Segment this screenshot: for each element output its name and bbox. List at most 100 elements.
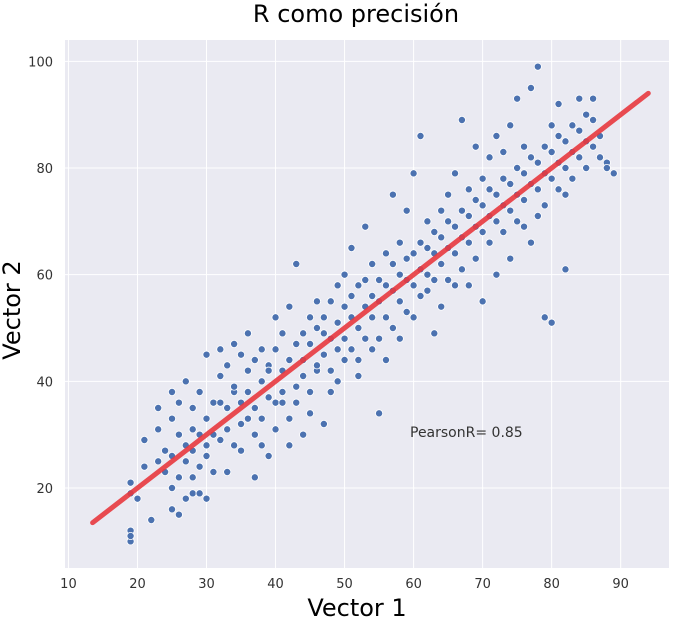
data-point [133,494,142,503]
data-point [540,142,549,151]
data-point [533,211,542,220]
data-point [554,185,563,194]
data-point [547,174,556,183]
data-point [167,483,176,492]
data-point [520,195,529,204]
data-point [526,84,535,93]
data-point [250,473,259,482]
data-point [582,110,591,119]
data-point [547,318,556,327]
data-point [250,430,259,439]
data-point [381,355,390,364]
data-point [326,366,335,375]
data-point [202,494,211,503]
data-point [492,131,501,140]
data-point [526,238,535,247]
data-point [540,201,549,210]
data-point [388,323,397,332]
data-point [271,425,280,434]
data-point [457,116,466,125]
data-point [492,217,501,226]
data-point [195,387,204,396]
data-point [319,329,328,338]
data-point [589,116,598,125]
data-point [264,451,273,460]
data-point [354,371,363,380]
data-point [188,403,197,412]
data-point [347,345,356,354]
y-tick-label: 100 [28,55,53,70]
data-point [437,259,446,268]
y-axis-label: Vector 2 [0,260,26,359]
data-point [513,163,522,172]
data-point [278,398,287,407]
data-point [347,243,356,252]
data-point [554,100,563,109]
data-point [368,259,377,268]
data-point [306,313,315,322]
data-point [464,238,473,247]
data-point [257,441,266,450]
data-point [174,398,183,407]
data-point [319,419,328,428]
data-point [444,275,453,284]
data-point [430,227,439,236]
data-point [278,329,287,338]
data-point [547,147,556,156]
data-point [354,281,363,290]
data-point [471,195,480,204]
data-point [306,387,315,396]
data-point [513,94,522,103]
data-point [561,265,570,274]
data-point [575,126,584,135]
data-point [430,329,439,338]
data-point [271,345,280,354]
x-tick-label: 50 [336,577,353,592]
data-point [437,206,446,215]
data-point [167,387,176,396]
data-point [423,286,432,295]
data-point [375,334,384,343]
data-point [216,398,225,407]
data-point [264,393,273,402]
data-point [326,297,335,306]
data-point [126,478,135,487]
data-point [409,169,418,178]
data-point [243,366,252,375]
data-point [292,398,301,407]
data-point [140,435,149,444]
data-point [223,467,232,476]
x-tick-label: 40 [267,577,284,592]
data-point [464,185,473,194]
data-point [423,270,432,279]
data-point [499,147,508,156]
data-point [595,153,604,162]
pearson-annotation: PearsonR= 0.85 [410,425,523,441]
data-point [223,425,232,434]
data-point [547,121,556,130]
data-point [575,153,584,162]
data-point [195,462,204,471]
data-point [237,446,246,455]
data-point [237,350,246,359]
data-point [471,254,480,263]
data-point [154,403,163,412]
data-point [478,174,487,183]
data-point [451,222,460,231]
data-point [278,387,287,396]
data-point [388,190,397,199]
data-point [195,489,204,498]
data-point [464,281,473,290]
data-point [292,382,301,391]
data-point [478,227,487,236]
fit-line [90,90,651,526]
data-point [395,334,404,343]
data-point [257,345,266,354]
data-point [299,329,308,338]
data-point [167,414,176,423]
data-point [340,334,349,343]
data-point [381,249,390,258]
data-point [354,355,363,364]
data-point [243,387,252,396]
data-point [361,334,370,343]
